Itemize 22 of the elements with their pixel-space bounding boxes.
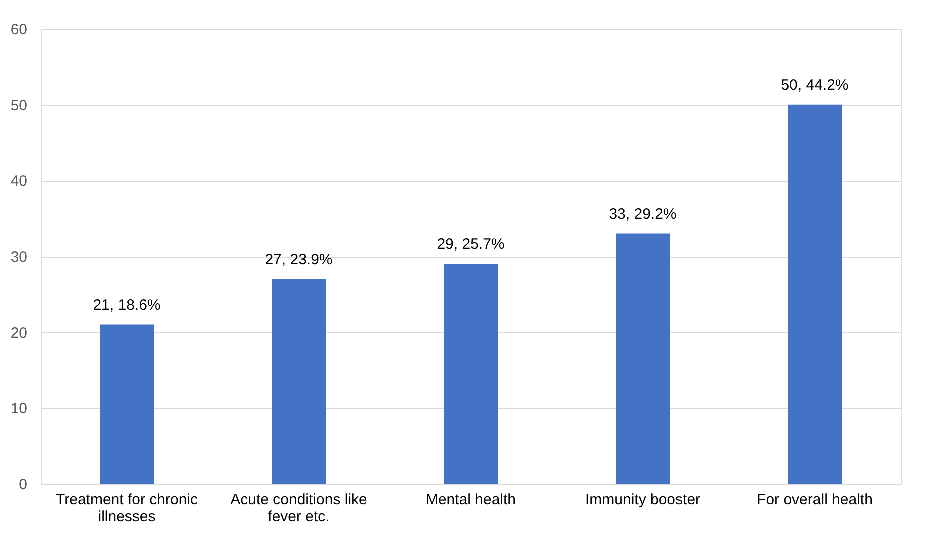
data-label: 21, 18.6% [93,296,161,314]
x-tick-label: Mental health [426,492,516,508]
y-tick-label: 50 [10,97,28,114]
x-tick-label: Treatment for chronic illnesses [56,492,198,526]
bar [272,279,326,484]
bar [444,264,498,484]
bar [616,234,670,484]
x-tick-label: For overall health [757,492,873,508]
y-tick-label: 0 [19,476,28,494]
y-tick-label: 60 [10,22,28,38]
data-label: 27, 23.9% [265,251,333,268]
data-label: 33, 29.2% [609,206,677,223]
y-tick-label: 30 [10,249,28,266]
x-tick-label: Immunity booster [585,492,701,508]
bar [788,104,842,484]
y-tick-label: 20 [10,324,28,342]
x-tick-label: Acute conditions like fever etc. [230,492,368,526]
y-tick-label: 10 [10,400,28,418]
data-label: 50, 44.2% [781,76,849,94]
data-label: 29, 25.7% [437,236,505,254]
bar [100,324,154,484]
y-tick-label: 40 [10,173,28,190]
